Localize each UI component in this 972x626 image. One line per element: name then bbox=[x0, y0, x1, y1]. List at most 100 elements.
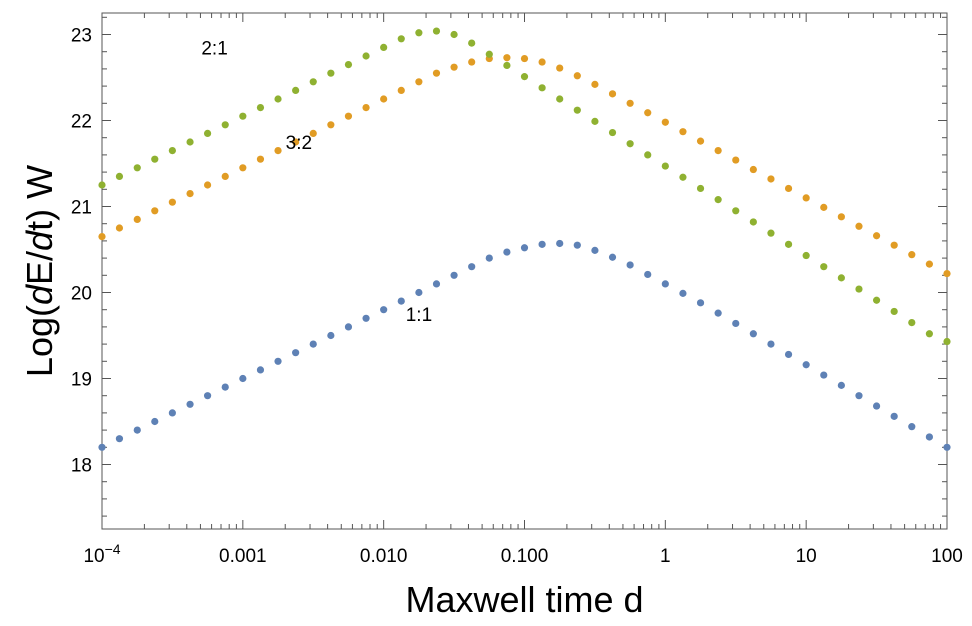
data-point bbox=[908, 319, 916, 327]
data-point bbox=[732, 207, 740, 215]
data-point bbox=[538, 58, 546, 66]
data-point bbox=[538, 240, 546, 248]
data-point bbox=[450, 63, 458, 71]
data-point bbox=[749, 165, 757, 174]
data-point bbox=[274, 357, 282, 365]
data-point bbox=[168, 198, 176, 206]
series-2-1 bbox=[98, 27, 951, 346]
data-point bbox=[380, 43, 388, 52]
data-point bbox=[380, 306, 388, 314]
data-point bbox=[397, 35, 405, 43]
data-point bbox=[820, 371, 828, 379]
y-tick-label: 18 bbox=[71, 456, 92, 477]
data-point bbox=[908, 423, 916, 431]
x-tick-label: 1 bbox=[660, 546, 671, 567]
data-point bbox=[168, 409, 176, 417]
data-point bbox=[679, 173, 687, 181]
x-tick-label: 10 bbox=[796, 546, 817, 567]
data-point bbox=[855, 222, 863, 230]
data-point bbox=[908, 251, 916, 259]
data-point bbox=[503, 248, 511, 256]
y-axis-title-part: d bbox=[19, 284, 60, 305]
data-point bbox=[274, 95, 282, 103]
data-point bbox=[732, 319, 740, 328]
data-point bbox=[943, 337, 951, 346]
data-point bbox=[872, 232, 881, 240]
data-point bbox=[644, 270, 652, 279]
data-point bbox=[767, 229, 775, 237]
data-point bbox=[221, 172, 229, 180]
data-point bbox=[661, 118, 669, 126]
data-point bbox=[679, 289, 687, 297]
data-point bbox=[714, 147, 722, 155]
data-point bbox=[872, 296, 881, 304]
data-point bbox=[397, 86, 405, 94]
data-point bbox=[520, 54, 529, 63]
data-point bbox=[221, 383, 229, 391]
data-point bbox=[749, 218, 757, 226]
data-points bbox=[98, 27, 951, 451]
y-tick-label: 20 bbox=[71, 284, 92, 305]
data-point bbox=[679, 128, 687, 136]
data-point bbox=[503, 61, 511, 70]
data-point bbox=[503, 54, 511, 62]
data-point bbox=[925, 433, 933, 441]
data-point bbox=[98, 181, 106, 189]
data-point bbox=[573, 106, 581, 114]
data-point bbox=[820, 203, 828, 211]
data-point bbox=[784, 350, 793, 359]
data-point bbox=[855, 285, 863, 293]
data-point bbox=[415, 288, 423, 297]
data-point bbox=[133, 426, 141, 434]
data-point bbox=[415, 78, 423, 86]
data-point bbox=[520, 244, 529, 252]
data-point bbox=[133, 215, 141, 223]
series-label: 1:1 bbox=[406, 305, 432, 326]
data-point bbox=[802, 361, 810, 369]
data-point bbox=[292, 86, 300, 94]
data-point bbox=[432, 27, 441, 35]
data-point bbox=[485, 254, 493, 262]
data-point bbox=[256, 366, 265, 374]
data-point bbox=[591, 117, 599, 125]
data-point bbox=[943, 269, 951, 278]
data-point bbox=[556, 239, 564, 248]
data-point bbox=[784, 184, 793, 193]
data-point bbox=[327, 69, 335, 77]
data-point bbox=[344, 61, 353, 69]
y-axis-title: Log(dE/dt) W bbox=[19, 165, 60, 377]
series-labels: 2:1 3:2 1:1 bbox=[201, 38, 432, 326]
data-point bbox=[661, 280, 669, 288]
data-point bbox=[608, 90, 617, 98]
data-point bbox=[925, 330, 933, 338]
data-point bbox=[274, 147, 282, 155]
x-tick-label: 10−4 bbox=[83, 541, 120, 567]
data-point bbox=[820, 263, 828, 271]
y-tick-label: 21 bbox=[71, 198, 92, 219]
series-label: 2:1 bbox=[201, 38, 227, 59]
data-point bbox=[327, 121, 335, 129]
data-point bbox=[837, 213, 845, 221]
data-point bbox=[837, 274, 845, 282]
data-point bbox=[450, 271, 458, 279]
data-point bbox=[203, 181, 212, 189]
data-point bbox=[362, 104, 370, 112]
data-point bbox=[485, 50, 493, 58]
data-point bbox=[767, 175, 775, 183]
data-point bbox=[344, 112, 353, 120]
x-tick-label-base: 10 bbox=[83, 546, 104, 567]
data-point bbox=[362, 52, 370, 60]
x-tick-label: 100 bbox=[931, 546, 963, 567]
y-axis-title-part: Log( bbox=[19, 305, 60, 377]
data-point bbox=[239, 374, 247, 383]
data-point bbox=[714, 309, 722, 317]
data-point bbox=[943, 443, 951, 451]
data-point bbox=[115, 172, 124, 180]
data-point bbox=[239, 112, 247, 120]
data-point bbox=[327, 331, 335, 340]
data-point bbox=[133, 164, 141, 172]
data-point bbox=[872, 402, 881, 410]
